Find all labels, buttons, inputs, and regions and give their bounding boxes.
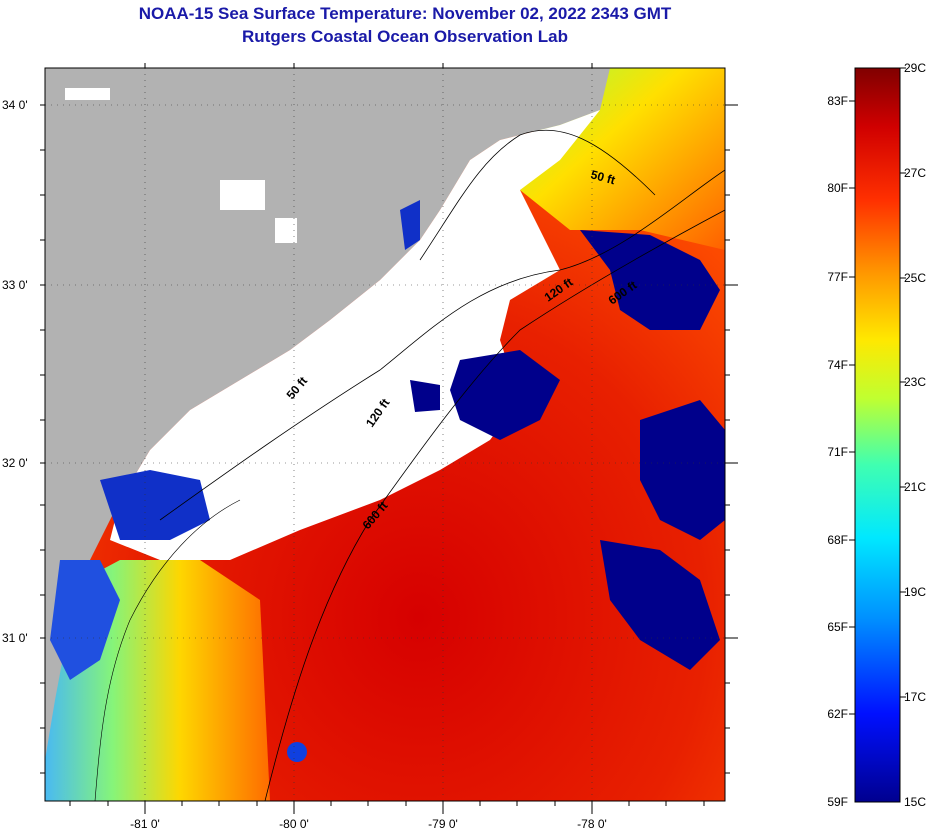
colorbar-c-label: 23C — [904, 375, 926, 389]
colorbar-f-label: 80F — [827, 181, 848, 195]
lat-label-31: 31 0' — [2, 631, 28, 645]
cold-patch — [640, 400, 725, 540]
cold-patch — [287, 742, 307, 762]
lat-label-33: 33 0' — [2, 278, 28, 292]
contour-50ft — [419, 129, 656, 261]
lon-label-81: -81 0' — [130, 817, 160, 831]
cold-patch — [450, 350, 560, 440]
map-subtitle: Rutgers Coastal Ocean Observation Lab — [242, 27, 568, 46]
sst-map — [45, 68, 725, 801]
cold-patch — [600, 540, 720, 670]
coastline — [94, 499, 241, 801]
lon-label-78: -78 0' — [577, 817, 607, 831]
map-frame — [44, 67, 726, 802]
colorbar-f-label: 65F — [827, 620, 848, 634]
colorbar-c-label: 21C — [904, 480, 926, 494]
colorbar — [854, 67, 901, 803]
colorbar-f-label: 74F — [827, 358, 848, 372]
lon-label-80: -80 0' — [279, 817, 309, 831]
graticule — [45, 68, 725, 801]
map-title: NOAA-15 Sea Surface Temperature: Novembe… — [138, 4, 672, 23]
cold-patch — [100, 470, 210, 540]
colorbar-f-label: 71F — [827, 445, 848, 459]
lon-label-79: -79 0' — [428, 817, 458, 831]
contour-120ft — [159, 169, 725, 521]
colorbar-c-label: 27C — [904, 166, 926, 180]
colorbar-f-label: 62F — [827, 707, 848, 721]
colorbar-c-label: 17C — [904, 690, 926, 704]
cold-patch — [400, 200, 420, 250]
cold-patch — [50, 560, 120, 680]
axis-ticks — [40, 63, 738, 814]
cold-patch — [580, 230, 720, 330]
colorbar-c-label: 15C — [904, 795, 926, 809]
colorbar-ticks — [849, 67, 906, 715]
colorbar-f-label: 77F — [827, 270, 848, 284]
lat-label-34: 34 0' — [2, 98, 28, 112]
colorbar-c-label: 19C — [904, 585, 926, 599]
cloud-speck — [65, 88, 110, 100]
lat-label-32: 32 0' — [2, 456, 28, 470]
colorbar-f-label: 83F — [827, 94, 848, 108]
land-area — [45, 68, 610, 760]
colorbar-c-label: 29C — [904, 61, 926, 75]
colorbar-f-label: 59F — [827, 795, 848, 809]
colorbar-f-label: 68F — [827, 533, 848, 547]
colorbar-c-label: 25C — [904, 271, 926, 285]
contour-600ft — [264, 209, 725, 801]
contour-label-50ft-ne: 50 ft — [589, 167, 616, 187]
cloud-speck — [220, 180, 265, 210]
cloud-speck — [275, 218, 297, 243]
cloud-cover — [110, 110, 600, 560]
cold-patch — [410, 380, 440, 412]
